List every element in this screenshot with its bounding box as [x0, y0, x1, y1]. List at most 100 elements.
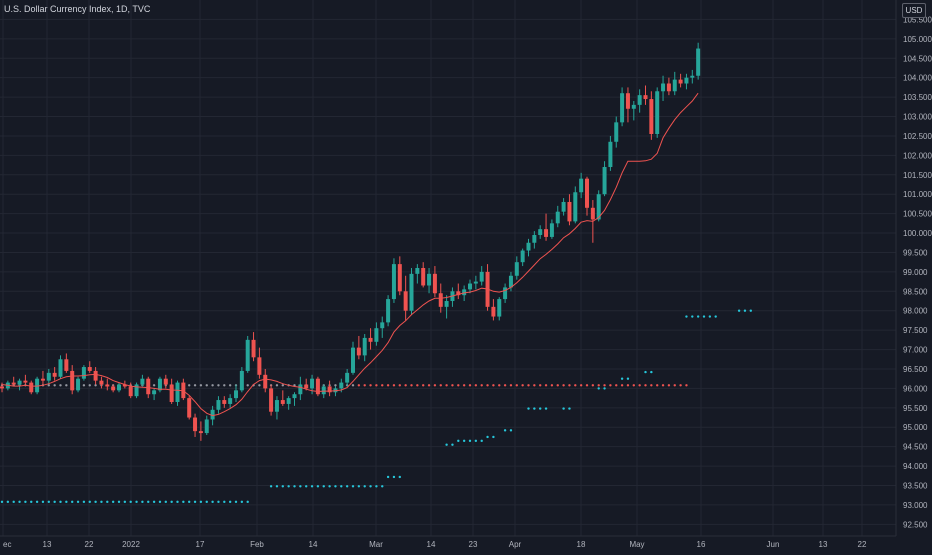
candle[interactable]	[561, 198, 566, 216]
candle[interactable]	[93, 367, 98, 385]
candle[interactable]	[549, 219, 554, 239]
candle[interactable]	[23, 374, 28, 385]
candle[interactable]	[690, 69, 695, 84]
candle[interactable]	[216, 396, 221, 414]
candle[interactable]	[526, 238, 531, 257]
candle[interactable]	[520, 248, 525, 267]
candle[interactable]	[503, 283, 508, 303]
candle[interactable]	[608, 135, 613, 171]
candle[interactable]	[17, 378, 22, 391]
candle[interactable]	[117, 382, 121, 393]
candle[interactable]	[187, 396, 192, 420]
candle[interactable]	[257, 347, 262, 379]
candle[interactable]	[198, 421, 203, 441]
candle[interactable]	[672, 71, 677, 96]
candle[interactable]	[544, 213, 549, 241]
candle[interactable]	[579, 172, 584, 199]
candle[interactable]	[637, 89, 642, 113]
candle[interactable]	[175, 380, 180, 406]
candle[interactable]	[228, 394, 233, 408]
candle[interactable]	[421, 262, 426, 288]
candle[interactable]	[251, 332, 256, 362]
candle[interactable]	[152, 388, 157, 401]
candle[interactable]	[345, 368, 350, 387]
candle[interactable]	[87, 361, 92, 373]
candle[interactable]	[497, 297, 502, 321]
candle[interactable]	[204, 415, 209, 436]
candle[interactable]	[643, 85, 648, 105]
candle[interactable]	[239, 367, 244, 393]
candle[interactable]	[585, 176, 589, 216]
candle[interactable]	[222, 396, 227, 408]
candle[interactable]	[415, 264, 420, 284]
candle[interactable]	[193, 413, 198, 437]
candle[interactable]	[362, 334, 367, 362]
candle[interactable]	[315, 376, 320, 397]
candle[interactable]	[631, 100, 636, 121]
price-axis[interactable]: 92.500 93.000 93.500 94.000 94.500 95.000 95.5…	[903, 15, 932, 529]
candle[interactable]	[76, 376, 81, 393]
candle[interactable]	[29, 380, 34, 395]
candle[interactable]	[391, 258, 396, 303]
candle[interactable]	[134, 382, 139, 399]
candle[interactable]	[298, 376, 303, 401]
candle[interactable]	[0, 382, 4, 393]
candle[interactable]	[286, 396, 291, 410]
candle[interactable]	[514, 256, 519, 280]
candle[interactable]	[479, 266, 484, 286]
time-axis[interactable]: ec 13 22 2022 17 Feb 14 Mar 14 23 Apr 18 May 16 Jun 13 2…	[3, 540, 867, 549]
candle[interactable]	[140, 374, 145, 387]
candle[interactable]	[64, 353, 69, 373]
candle[interactable]	[491, 299, 496, 321]
candle[interactable]	[263, 368, 268, 393]
candle[interactable]	[269, 384, 274, 416]
candle[interactable]	[234, 384, 238, 402]
candle[interactable]	[274, 396, 279, 420]
candle[interactable]	[374, 322, 379, 346]
candle[interactable]	[432, 266, 437, 298]
candle[interactable]	[532, 231, 537, 249]
candle[interactable]	[538, 225, 543, 239]
candle[interactable]	[555, 205, 560, 228]
candle[interactable]	[614, 116, 619, 148]
candle[interactable]	[327, 380, 332, 397]
candle[interactable]	[409, 268, 414, 315]
candle[interactable]	[403, 275, 408, 321]
candle[interactable]	[128, 382, 133, 399]
candle[interactable]	[696, 42, 701, 80]
candle[interactable]	[508, 271, 513, 292]
candle[interactable]	[684, 73, 689, 90]
candle[interactable]	[105, 378, 110, 391]
candle[interactable]	[163, 374, 168, 389]
candle[interactable]	[427, 268, 432, 294]
candle[interactable]	[111, 384, 116, 393]
candle[interactable]	[386, 295, 391, 327]
candle[interactable]	[397, 256, 402, 296]
candle[interactable]	[456, 283, 461, 300]
candle[interactable]	[649, 91, 654, 140]
candle[interactable]	[356, 335, 361, 360]
candle[interactable]	[602, 161, 607, 197]
candle[interactable]	[40, 370, 45, 385]
candle[interactable]	[596, 190, 601, 222]
candle[interactable]	[380, 316, 385, 338]
candle[interactable]	[661, 75, 666, 101]
candle[interactable]	[58, 355, 63, 379]
candle[interactable]	[81, 365, 86, 381]
candle[interactable]	[292, 392, 297, 406]
candle[interactable]	[351, 341, 355, 375]
candle[interactable]	[70, 365, 75, 395]
candle[interactable]	[157, 376, 162, 393]
candle[interactable]	[678, 73, 683, 88]
candle[interactable]	[468, 279, 472, 294]
candle[interactable]	[245, 335, 250, 373]
candle[interactable]	[35, 376, 40, 395]
candle[interactable]	[666, 77, 671, 96]
candle[interactable]	[655, 87, 660, 138]
candle[interactable]	[52, 367, 57, 381]
candle[interactable]	[304, 378, 309, 391]
candle[interactable]	[573, 186, 578, 224]
candle[interactable]	[567, 194, 572, 226]
